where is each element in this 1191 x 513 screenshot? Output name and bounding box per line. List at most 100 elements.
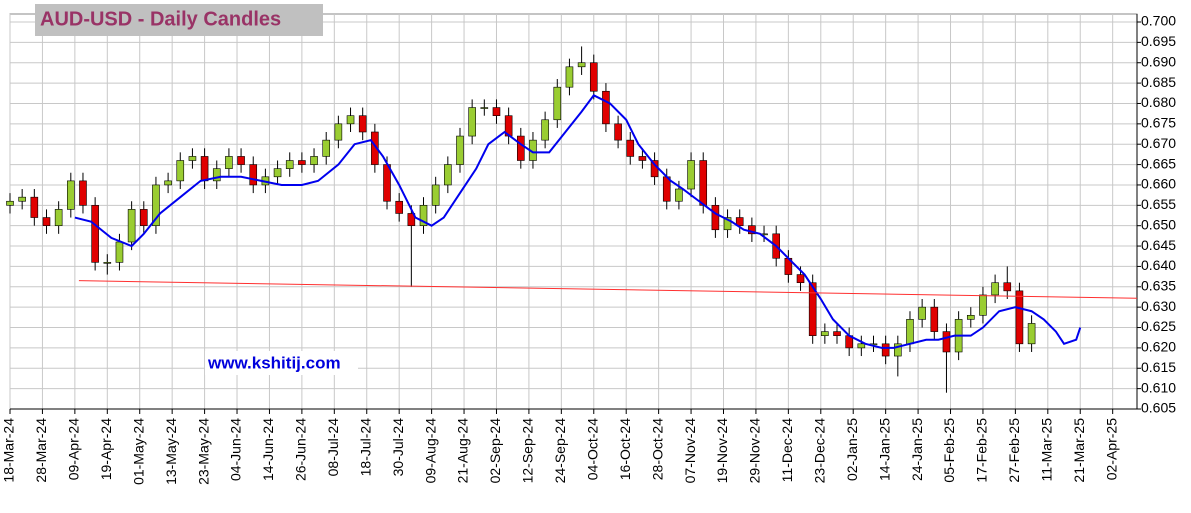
x-tick-label: 28-Mar-24 xyxy=(33,418,49,483)
candle-body xyxy=(918,306,926,320)
line xyxy=(74,94,1082,349)
x-tick-label: 08-Jul-24 xyxy=(325,418,341,477)
x-tick-label: 09-Apr-24 xyxy=(66,418,82,480)
candle-body xyxy=(808,282,817,336)
candle-body xyxy=(626,139,635,157)
line xyxy=(78,280,1138,299)
y-tick-label: 0.655 xyxy=(1141,196,1176,212)
y-tick-label: 0.695 xyxy=(1141,33,1176,49)
candle-body xyxy=(577,62,586,68)
candle-body xyxy=(188,156,197,161)
candle-body xyxy=(638,156,647,161)
candle-body xyxy=(1027,323,1036,345)
candle-body xyxy=(79,180,87,206)
candle-body xyxy=(468,107,476,137)
y-tick-label: 0.645 xyxy=(1141,237,1176,253)
x-tick-label: 24-Jan-25 xyxy=(909,418,925,481)
candle-body xyxy=(322,139,331,157)
x-tick-label: 28-Oct-24 xyxy=(649,418,665,480)
candle-body xyxy=(164,180,172,186)
candle-body xyxy=(54,209,63,226)
candle-body xyxy=(1003,282,1012,292)
candle-body xyxy=(103,262,112,264)
candle-body xyxy=(881,343,890,357)
candle-body xyxy=(711,205,720,231)
candle-body xyxy=(419,205,428,226)
candle-body xyxy=(127,209,136,243)
x-tick-label: 18-Mar-24 xyxy=(1,418,17,483)
candle-body xyxy=(553,86,562,121)
y-tick-label: 0.605 xyxy=(1141,400,1176,416)
candle-body xyxy=(298,160,306,165)
title-box xyxy=(35,4,323,36)
candle-body xyxy=(966,315,975,320)
x-tick-label: 11-Dec-24 xyxy=(779,418,795,483)
x-tick-label: 02-Jan-25 xyxy=(844,418,860,481)
candle-body xyxy=(1015,290,1024,345)
candle-body xyxy=(748,225,756,235)
candle-body xyxy=(383,164,391,202)
x-tick-label: 29-Nov-24 xyxy=(747,418,763,484)
candle-body xyxy=(42,217,51,226)
candle-body xyxy=(225,156,233,169)
candle-body xyxy=(6,200,14,206)
y-tick-label: 0.615 xyxy=(1141,359,1176,375)
y-tick-label: 0.635 xyxy=(1141,277,1176,293)
candle-body xyxy=(200,156,209,182)
candle-body xyxy=(614,123,622,141)
watermark: www.kshitij.com xyxy=(207,353,341,372)
x-tick-label: 09-Aug-24 xyxy=(422,418,438,484)
candle-body xyxy=(237,156,245,165)
candle-body xyxy=(675,188,683,202)
candle-body xyxy=(273,168,282,178)
candle-body xyxy=(310,156,318,165)
candle-body xyxy=(456,135,464,165)
candle-body xyxy=(30,196,39,218)
y-tick-label: 0.685 xyxy=(1141,74,1176,90)
x-tick-label: 30-Jul-24 xyxy=(390,418,406,477)
candle-body xyxy=(249,164,258,186)
y-tick-label: 0.690 xyxy=(1141,53,1176,69)
candle-body xyxy=(687,160,695,190)
candle-body xyxy=(91,205,99,263)
candle-body xyxy=(18,196,26,202)
x-tick-label: 07-Nov-24 xyxy=(682,418,698,484)
candle-body xyxy=(358,115,367,133)
candle-body xyxy=(516,135,525,161)
candle-body xyxy=(857,343,866,349)
candle-body xyxy=(492,107,501,116)
candle-body xyxy=(942,331,951,353)
y-tick-label: 0.660 xyxy=(1141,176,1176,192)
x-tick-label: 18-Jul-24 xyxy=(357,418,373,477)
chart-title: AUD-USD - Daily Candles xyxy=(40,8,281,30)
x-tick-label: 21-Mar-25 xyxy=(1071,418,1087,483)
y-tick-label: 0.640 xyxy=(1141,257,1176,273)
candle-body xyxy=(212,168,221,182)
x-tick-label: 13-May-24 xyxy=(163,418,179,485)
x-tick-label: 21-Aug-24 xyxy=(455,418,471,484)
x-tick-label: 23-Dec-24 xyxy=(811,418,827,484)
x-tick-label: 19-Nov-24 xyxy=(714,418,730,484)
candle-body xyxy=(115,241,124,263)
x-tick-label: 17-Feb-25 xyxy=(974,418,990,483)
candle-body xyxy=(480,107,489,109)
candle-body xyxy=(894,343,902,357)
candle-body xyxy=(589,62,598,92)
x-tick-label: 04-Oct-24 xyxy=(584,418,600,480)
candle-body xyxy=(979,294,987,316)
y-tick-label: 0.675 xyxy=(1141,115,1176,131)
x-tick-label: 01-May-24 xyxy=(130,418,146,485)
x-tick-label: 04-Jun-24 xyxy=(228,418,244,481)
candle-body xyxy=(139,209,148,226)
x-tick-label: 23-May-24 xyxy=(195,418,211,485)
candle-body xyxy=(371,131,379,165)
x-tick-label: 12-Sep-24 xyxy=(520,418,536,484)
candle-body xyxy=(833,331,841,336)
marks xyxy=(6,46,1138,393)
watermark-box xyxy=(205,351,358,375)
candle-body xyxy=(565,66,574,88)
candle-body xyxy=(735,217,744,226)
x-tick-label: 24-Sep-24 xyxy=(552,418,568,484)
x-tick-label: 02-Sep-24 xyxy=(487,418,503,484)
